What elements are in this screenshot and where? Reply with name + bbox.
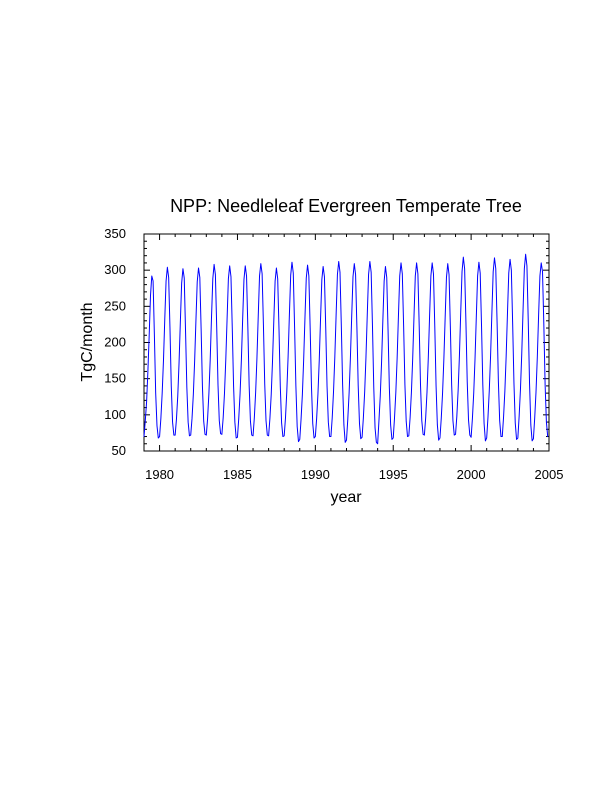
y-tick-label: 50 <box>112 443 126 458</box>
y-tick-label: 300 <box>104 262 126 277</box>
y-tick-label: 200 <box>104 335 126 350</box>
y-tick-label: 350 <box>104 226 126 241</box>
y-axis: 50 100 150 200 250 300 350 <box>104 226 549 458</box>
y-tick-label: 100 <box>104 407 126 422</box>
x-tick-label: 1995 <box>379 467 408 482</box>
chart-title: NPP: Needleleaf Evergreen Temperate Tree <box>170 196 522 216</box>
y-tick-label: 150 <box>104 371 126 386</box>
x-tick-label: 1980 <box>145 467 174 482</box>
x-tick-label: 2005 <box>535 467 564 482</box>
series-layer <box>143 253 549 445</box>
x-axis: 1980 1985 1990 1995 2000 2005 <box>143 234 564 482</box>
x-tick-label: 1990 <box>301 467 330 482</box>
y-tick-label: 250 <box>104 298 126 313</box>
x-tick-label: 1985 <box>223 467 252 482</box>
y-axis-label: TgC/month <box>79 302 96 381</box>
x-tick-label: 2000 <box>457 467 486 482</box>
series-line-1 <box>143 253 549 445</box>
x-axis-label: year <box>330 489 362 506</box>
